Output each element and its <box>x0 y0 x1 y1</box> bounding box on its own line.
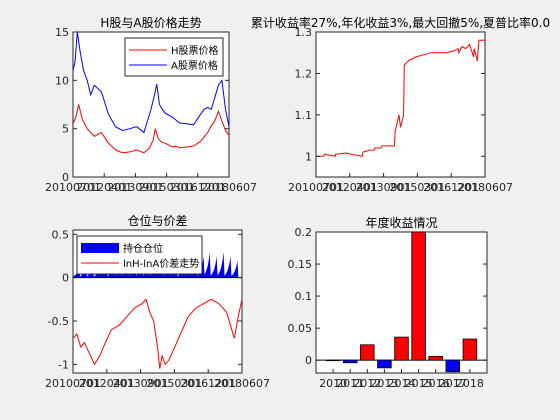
position-axes: -1 -0.5 0 0.5 201007012012040120130901201503… <box>45 213 270 390</box>
cumulative-xtick-label: 20150301 <box>389 181 445 194</box>
cumulative-axes: 1 1.1 1.2 1.3 201007012012040120130901201503… <box>251 15 550 194</box>
annual-ytick-label: 0 <box>305 354 312 367</box>
annual-bar-2018 <box>462 338 478 361</box>
annual-xtick-label: 2017 <box>439 377 467 390</box>
annual-bar-2014 <box>394 336 409 361</box>
cumulative-xtick-label: 20100701 <box>288 181 344 194</box>
prices-series-1-line <box>73 32 229 134</box>
annual-ytick-label: 0.05 <box>288 322 313 335</box>
prices-xtick-label: 20150301 <box>139 181 195 194</box>
cumulative-xtick-label: 20161201 <box>423 181 479 194</box>
position-ytick-label: -1 <box>58 358 69 371</box>
position-series-0-spike <box>221 256 232 278</box>
position-legend-box <box>76 235 203 275</box>
cumulative-ytick-label: 1.1 <box>295 109 313 122</box>
annual-bar-2015 <box>411 231 426 361</box>
prices-ytick-label: 5 <box>62 123 69 136</box>
position-title: 仓位与价差 <box>127 213 187 228</box>
annual-xtick-label: 2015 <box>405 377 433 390</box>
position-xtick-label: 20150301 <box>146 377 202 390</box>
cumulative-ytick-label: 1.3 <box>295 26 313 39</box>
position-legend: 持仓仓位 lnH-lnA价差走势 <box>76 235 203 275</box>
annual-bar-2010 <box>325 359 341 362</box>
position-xtick-label: 20130901 <box>113 377 169 390</box>
cumulative-ytick-label: 1 <box>305 150 312 163</box>
annual-xtick-label: 2016 <box>422 377 450 390</box>
position-ytick-label: 0.5 <box>52 228 70 241</box>
position-series-0-spike <box>214 251 225 278</box>
prices-xtick-label: 20180607 <box>201 181 257 194</box>
position-legend-swatch-0 <box>81 243 119 253</box>
position-xtick-label: 20100701 <box>45 377 101 390</box>
position-xtick-label: 20161201 <box>180 377 236 390</box>
prices-xtick-label: 20161201 <box>170 181 226 194</box>
position-xtick-label: 20120401 <box>79 377 135 390</box>
annual-ytick-label: 0.1 <box>295 290 313 303</box>
annual-title: 年度收益情况 <box>365 215 437 230</box>
prices-legend-box <box>124 37 224 77</box>
annual-xtick-label: 2018 <box>456 377 484 390</box>
annual-xtick-label: 2013 <box>370 377 398 390</box>
prices-xtick-label: 20130901 <box>107 181 163 194</box>
position-series-0-spike <box>228 260 239 278</box>
prices-ytick-label: 0 <box>62 171 69 184</box>
annual-xtick-label: 2010 <box>319 377 347 390</box>
annual-xtick-label: 2014 <box>388 377 416 390</box>
position-xtick-label: 20180607 <box>214 377 270 390</box>
position-legend-label-0: 持仓仓位 <box>123 242 163 255</box>
cumulative-xtick-label: 20180607 <box>457 181 513 194</box>
cumulative-series-0-line <box>316 39 485 157</box>
prices-legend-label-0: H股票价格 <box>171 44 219 57</box>
annual-axes: 00.050.10.150.22010201120122013201420152… <box>288 215 488 390</box>
cumulative-xtick-label: 20130901 <box>356 181 412 194</box>
annual-ytick-label: 0.2 <box>295 226 313 239</box>
prices-axes: 0510152010070120120401201309012015030120… <box>45 15 257 194</box>
position-ytick-label: -0.5 <box>48 315 69 328</box>
prices-xtick-label: 20100701 <box>45 181 101 194</box>
position-ytick-label: 0 <box>62 272 69 285</box>
cumulative-ytick-label: 1.2 <box>295 67 313 80</box>
position-series-0-spike <box>200 251 211 278</box>
prices-legend-label-1: A股票价格 <box>171 59 218 72</box>
annual-bar-2011 <box>342 359 358 364</box>
position-series-0-spike <box>77 267 88 278</box>
annual-bar-2013 <box>377 359 392 369</box>
annual-ytick-label: 0.15 <box>288 258 313 271</box>
position-series-1-line <box>73 298 242 369</box>
prices-title: H股与A股价格走势 <box>100 15 201 30</box>
cumulative-xtick-label: 20120401 <box>322 181 378 194</box>
annual-xtick-label: 2011 <box>336 377 364 390</box>
cumulative-title: 累计收益率27%,年化收益3%,最大回撤5%,夏普比率0.0 <box>251 15 550 30</box>
position-series-0-spike <box>207 256 218 278</box>
prices-series-0-line <box>73 104 229 154</box>
cumulative-plot-area <box>315 31 486 178</box>
prices-ytick-label: 10 <box>55 74 69 87</box>
annual-bar-2012 <box>360 344 375 361</box>
position-legend-label-1: lnH-lnA价差走势 <box>123 257 199 270</box>
annual-xtick-label: 2012 <box>353 377 381 390</box>
prices-legend: H股票价格 A股票价格 <box>124 37 224 77</box>
annual-bar-2016 <box>428 355 443 361</box>
prices-xtick-label: 20120401 <box>76 181 132 194</box>
prices-ytick-label: 15 <box>55 26 69 39</box>
